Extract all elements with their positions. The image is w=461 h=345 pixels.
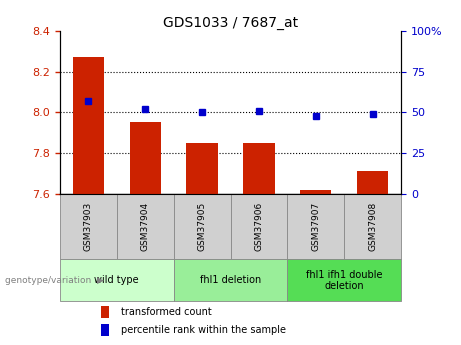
Text: GSM37904: GSM37904 — [141, 201, 150, 251]
Bar — [243, 143, 275, 194]
Bar — [73, 58, 104, 194]
Bar — [101, 306, 109, 318]
FancyBboxPatch shape — [60, 259, 174, 301]
Text: wild type: wild type — [95, 275, 139, 285]
FancyBboxPatch shape — [344, 194, 401, 259]
Bar — [357, 171, 388, 194]
Text: GSM37908: GSM37908 — [368, 201, 377, 251]
FancyBboxPatch shape — [230, 194, 287, 259]
Text: GSM37905: GSM37905 — [198, 201, 207, 251]
Title: GDS1033 / 7687_at: GDS1033 / 7687_at — [163, 16, 298, 30]
Text: GSM37906: GSM37906 — [254, 201, 263, 251]
Text: fhl1 deletion: fhl1 deletion — [200, 275, 261, 285]
FancyBboxPatch shape — [174, 194, 230, 259]
Bar — [130, 122, 161, 194]
FancyBboxPatch shape — [117, 194, 174, 259]
Bar — [300, 189, 331, 194]
Bar — [101, 324, 109, 336]
Text: transformed count: transformed count — [121, 307, 212, 317]
Text: genotype/variation  ▶: genotype/variation ▶ — [5, 276, 103, 285]
Text: GSM37907: GSM37907 — [311, 201, 320, 251]
FancyBboxPatch shape — [174, 259, 287, 301]
Bar — [186, 143, 218, 194]
Text: percentile rank within the sample: percentile rank within the sample — [121, 325, 286, 335]
FancyBboxPatch shape — [60, 194, 117, 259]
FancyBboxPatch shape — [287, 259, 401, 301]
FancyBboxPatch shape — [287, 194, 344, 259]
Text: fhl1 ifh1 double
deletion: fhl1 ifh1 double deletion — [306, 269, 383, 291]
Text: GSM37903: GSM37903 — [84, 201, 93, 251]
